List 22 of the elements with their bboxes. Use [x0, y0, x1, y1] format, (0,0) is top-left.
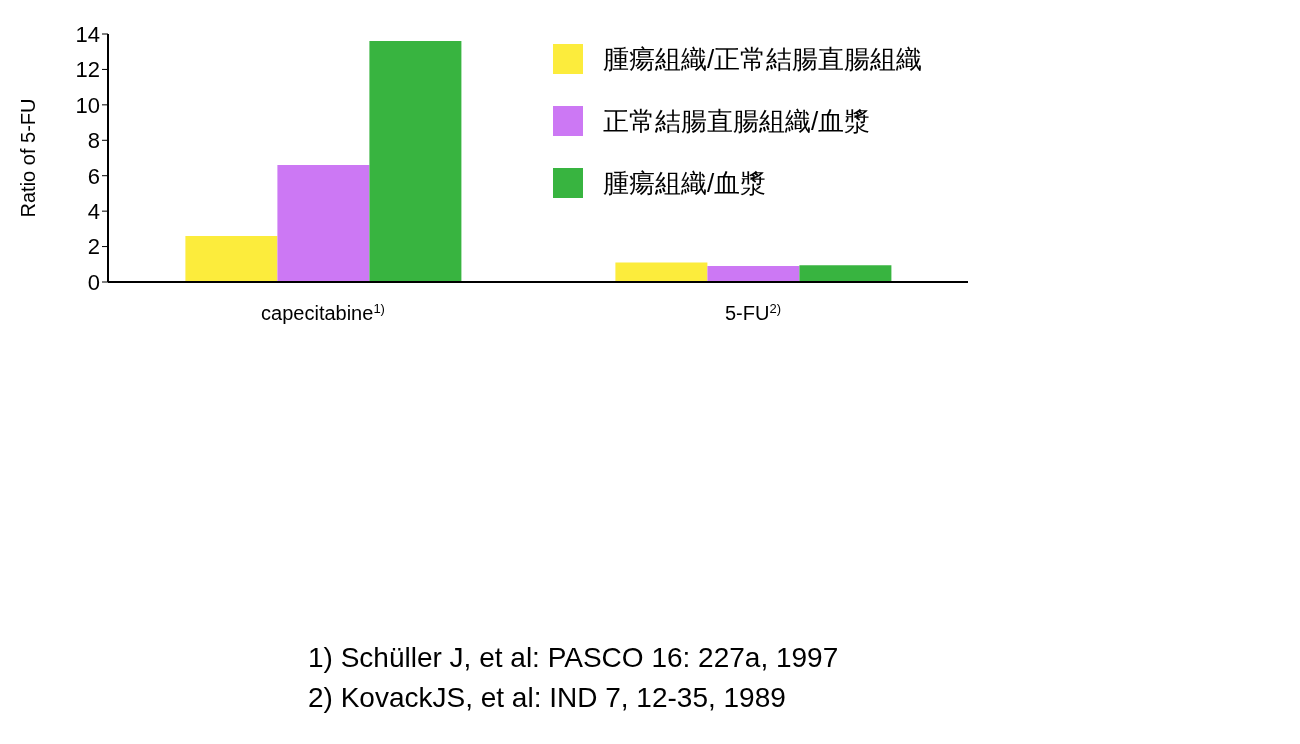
- y-axis-title: Ratio of 5-FU: [17, 98, 40, 218]
- text: 1) Schüller J, et al: PASCO 16: 227a, 1997: [308, 641, 840, 675]
- y-tick-label: 4: [87, 198, 100, 224]
- bar: [707, 266, 800, 282]
- y-tick-label: 6: [87, 163, 100, 189]
- y-tick-label: 8: [87, 128, 100, 154]
- legend-label: 正常結腸直腸組織/血漿: [603, 104, 871, 138]
- bar: [185, 235, 278, 282]
- bar: [369, 41, 462, 282]
- bar: [277, 165, 370, 282]
- y-tick-label: 2: [87, 234, 100, 260]
- legend-label: 腫瘍組織/正常結腸直腸組織: [603, 42, 923, 76]
- y-tick-label: 10: [75, 92, 100, 118]
- y-tick-label: 0: [87, 269, 100, 295]
- x-tick-label: capecitabine$^{1)}$: [261, 300, 385, 324]
- y-tick-label: 14: [75, 21, 100, 47]
- legend-label: 腫瘍組織/血漿: [603, 166, 767, 200]
- y-tick-label: 12: [75, 57, 100, 83]
- x-tick-label: 5-FU$^{2)}$: [724, 300, 782, 324]
- bar: [799, 265, 892, 282]
- bar: [615, 262, 708, 282]
- text: 2) KovackJS, et al: IND 7, 12-35, 1989: [308, 681, 787, 715]
